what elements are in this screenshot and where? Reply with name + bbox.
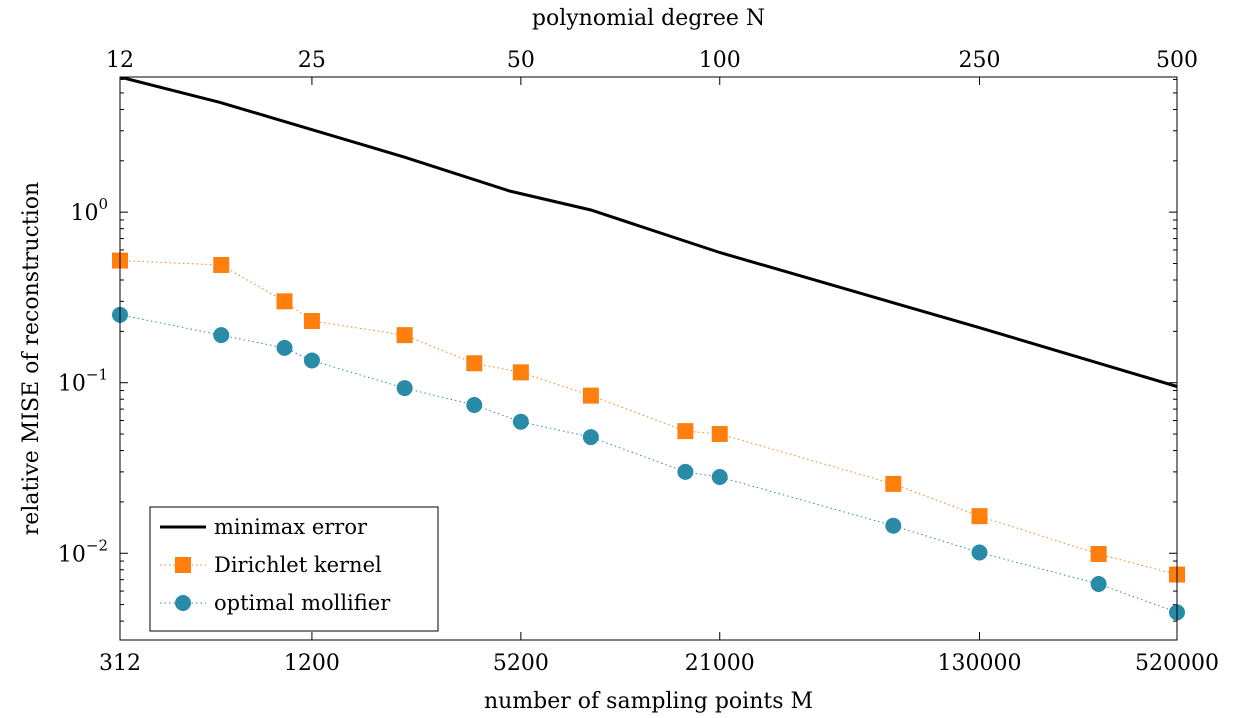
legend-swatch-marker: [175, 595, 191, 611]
data-point: [213, 327, 229, 343]
data-point: [466, 397, 482, 413]
x2-tick-label: 25: [298, 48, 326, 73]
data-point: [583, 429, 599, 445]
x-tick-label: 5200: [493, 651, 549, 676]
data-point: [971, 545, 987, 561]
x-tick-label: 21000: [685, 651, 755, 676]
data-point: [885, 476, 901, 492]
data-point: [513, 364, 529, 380]
x-tick-label: 130000: [937, 651, 1021, 676]
data-point: [397, 380, 413, 396]
x-tick-label: 520000: [1135, 651, 1219, 676]
data-point: [677, 423, 693, 439]
data-point: [712, 426, 728, 442]
series-line: [120, 77, 1177, 387]
y-axis-title: relative MISE of reconstruction: [19, 182, 44, 535]
y-tick-label: 10−1: [58, 366, 108, 397]
data-point: [213, 257, 229, 273]
y-tick-label: 100: [70, 195, 108, 226]
data-point: [885, 518, 901, 534]
data-point: [677, 464, 693, 480]
data-point: [277, 293, 293, 309]
data-point: [583, 388, 599, 404]
legend-swatch-marker: [175, 557, 191, 573]
x2-tick-label: 100: [699, 48, 741, 73]
legend: minimax error Dirichlet kernel optimal mol…: [150, 507, 438, 631]
legend-label: minimax error: [214, 515, 368, 539]
x2-tick-label: 500: [1156, 48, 1198, 73]
y-tick-label: 10−2: [58, 536, 108, 567]
legend-label: optimal mollifier: [214, 591, 391, 615]
x-axis-title: number of sampling points M: [484, 689, 813, 714]
data-point: [971, 508, 987, 524]
x2-axis-title: polynomial degree N: [532, 6, 765, 31]
data-point: [1091, 576, 1107, 592]
x2-tick-label: 12: [106, 48, 134, 73]
series-minimax-error: [120, 77, 1177, 387]
data-point: [513, 414, 529, 430]
data-point: [466, 355, 482, 371]
data-point: [712, 469, 728, 485]
data-point: [397, 327, 413, 343]
legend-label: Dirichlet kernel: [214, 553, 382, 577]
x2-tick-label: 50: [507, 48, 535, 73]
data-point: [304, 352, 320, 368]
x-tick-label: 1200: [284, 651, 340, 676]
data-point: [1091, 546, 1107, 562]
x-tick-label: 312: [99, 651, 141, 676]
data-point: [304, 313, 320, 329]
data-point: [277, 340, 293, 356]
x2-tick-label: 250: [958, 48, 1000, 73]
